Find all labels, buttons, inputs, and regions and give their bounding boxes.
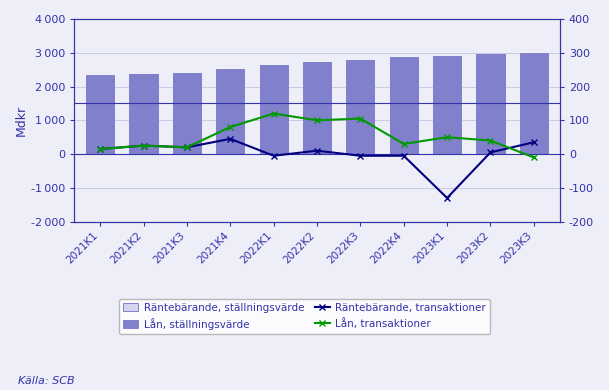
Bar (347, 60, 375, 154)
Bar (173, 73, 201, 154)
Räntebärande, transaktioner (183, 145, 191, 150)
Räntebärande, transaktioner (400, 153, 407, 158)
Lån, transaktioner (487, 138, 494, 143)
Bar (86, 75, 114, 154)
Bar (86, 103, 114, 154)
Bar (216, 69, 244, 154)
Lån, transaktioner (357, 116, 364, 121)
Bar (130, 103, 158, 154)
Lån, transaktioner (97, 147, 104, 151)
Bar (303, 103, 331, 154)
Räntebärande, transaktioner (314, 148, 321, 153)
Bar (303, 62, 331, 154)
Bar (173, 103, 201, 154)
Bar (476, 54, 505, 154)
Lån, transaktioner (314, 118, 321, 122)
Bar (519, 103, 548, 154)
Bar (390, 57, 418, 154)
Räntebärande, transaktioner (443, 196, 451, 200)
Räntebärande, transaktioner (227, 136, 234, 141)
Räntebärande, transaktioner (487, 150, 494, 155)
Lån, transaktioner (530, 155, 538, 160)
Bar (130, 74, 158, 154)
Lån, transaktioner (443, 135, 451, 140)
Lån, transaktioner (140, 143, 147, 148)
Legend: Räntebärande, ställningsvärde, Lån, ställningsvärde, Räntebärande, transaktioner: Räntebärande, ställningsvärde, Lån, stäl… (119, 299, 490, 334)
Bar (390, 103, 418, 154)
Bar (347, 103, 375, 154)
Bar (433, 103, 461, 154)
Räntebärande, transaktioner (357, 153, 364, 158)
Lån, transaktioner (400, 142, 407, 146)
Räntebärande, transaktioner (140, 143, 147, 148)
Lån, transaktioner (270, 111, 277, 116)
Bar (519, 53, 548, 154)
Bar (259, 65, 287, 154)
Bar (433, 56, 461, 154)
Lån, transaktioner (227, 125, 234, 129)
Räntebärande, transaktioner (530, 140, 538, 145)
Bar (216, 103, 244, 154)
Line: Lån, transaktioner: Lån, transaktioner (97, 110, 537, 161)
Line: Räntebärande, transaktioner: Räntebärande, transaktioner (97, 135, 537, 201)
Bar (259, 103, 287, 154)
Räntebärande, transaktioner (97, 147, 104, 151)
Bar (476, 103, 505, 154)
Y-axis label: Mdkr: Mdkr (15, 105, 28, 136)
Text: Källa: SCB: Källa: SCB (18, 376, 75, 386)
Räntebärande, transaktioner (270, 153, 277, 158)
Lån, transaktioner (183, 145, 191, 150)
